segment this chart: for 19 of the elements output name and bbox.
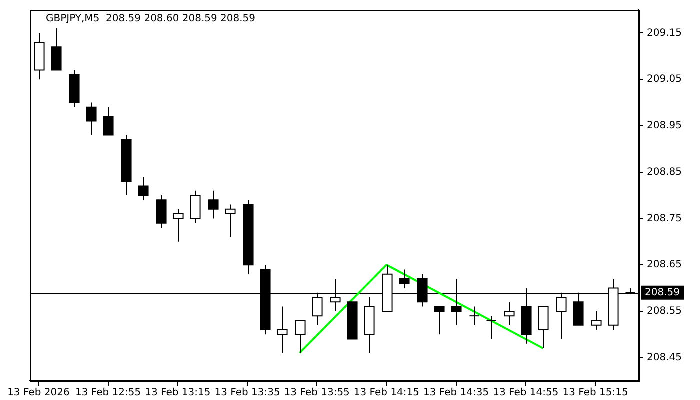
x-tick-label: 13 Feb 15:15 <box>562 388 628 399</box>
x-tick-label: 13 Feb 13:35 <box>214 388 280 399</box>
x-tick-label: 13 Feb 14:35 <box>424 388 490 399</box>
y-tick-label: 208.45 <box>647 352 682 364</box>
y-tick-label: 209.05 <box>647 74 682 86</box>
y-tick-label: 209.15 <box>647 28 682 39</box>
y-tick-label: 208.85 <box>647 166 682 178</box>
x-tick-label: 13 Feb 2026 <box>8 388 70 399</box>
ref-line-label: 208.59 <box>645 287 680 298</box>
chart-title: GBPJPY,M5 208.59 208.60 208.59 208.59 <box>46 14 256 25</box>
x-tick-label: 13 Feb 12:55 <box>75 388 142 399</box>
y-tick-label: 208.95 <box>647 120 682 132</box>
x-tick-label: 13 Feb 13:55 <box>284 388 350 399</box>
x-tick-label: 13 Feb 14:55 <box>493 388 559 399</box>
y-tick-label: 208.55 <box>647 306 682 318</box>
y-tick-label: 208.75 <box>647 213 682 224</box>
y-tick-label: 208.65 <box>647 260 682 271</box>
x-tick-label: 13 Feb 14:15 <box>354 388 420 399</box>
x-tick-label: 13 Feb 13:15 <box>145 388 211 399</box>
